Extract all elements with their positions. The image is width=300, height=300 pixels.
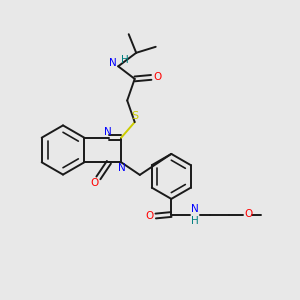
Text: N: N [191,204,199,214]
Text: N: N [104,127,112,137]
Text: N: N [118,163,126,173]
Text: N: N [109,58,117,68]
Text: O: O [244,209,253,219]
Text: H: H [191,215,199,226]
Text: O: O [91,178,99,188]
Text: O: O [154,72,162,82]
Text: O: O [145,211,153,221]
Text: H: H [121,55,129,65]
Text: S: S [132,111,139,121]
